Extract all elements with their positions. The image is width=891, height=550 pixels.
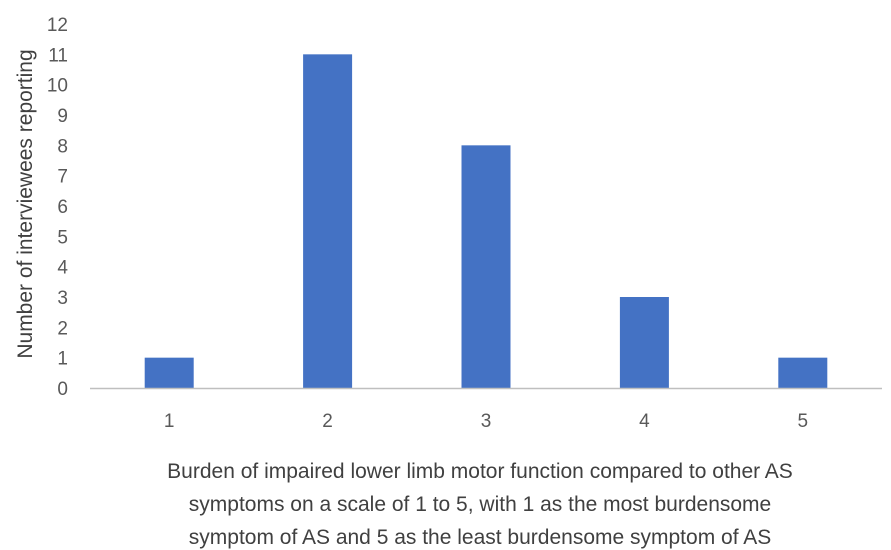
bar bbox=[619, 297, 669, 388]
y-tick-label: 5 bbox=[57, 227, 68, 248]
y-tick-label: 1 bbox=[57, 349, 68, 370]
bar bbox=[144, 357, 194, 388]
y-tick-label: 6 bbox=[57, 197, 68, 218]
y-axis-title: Number of interviewees reporting bbox=[14, 49, 37, 358]
x-axis-ticks: 1 2 3 4 5 bbox=[164, 411, 808, 432]
x-tick-label: 2 bbox=[322, 411, 333, 432]
x-tick-label: 1 bbox=[164, 411, 175, 432]
bars bbox=[144, 54, 828, 388]
bar bbox=[778, 357, 828, 388]
x-tick-label: 3 bbox=[481, 411, 492, 432]
y-tick-label: 7 bbox=[57, 167, 68, 188]
y-tick-label: 3 bbox=[57, 288, 68, 309]
y-tick-label: 10 bbox=[47, 76, 68, 97]
y-tick-label: 0 bbox=[57, 379, 68, 400]
x-axis-title: Burden of impaired lower limb motor func… bbox=[167, 460, 793, 549]
y-tick-label: 4 bbox=[57, 258, 68, 279]
y-tick-label: 12 bbox=[47, 15, 68, 36]
y-tick-label: 9 bbox=[57, 106, 68, 127]
x-axis-title-line: Burden of impaired lower limb motor func… bbox=[167, 460, 793, 483]
bar bbox=[303, 54, 353, 388]
x-axis-title-line: symptom of AS and 5 as the least burdens… bbox=[189, 526, 771, 549]
y-tick-label: 2 bbox=[57, 318, 68, 339]
bar bbox=[461, 145, 511, 388]
y-tick-label: 8 bbox=[57, 136, 68, 157]
x-tick-label: 5 bbox=[798, 411, 809, 432]
x-tick-label: 4 bbox=[639, 411, 650, 432]
x-axis-title-line: symptoms on a scale of 1 to 5, with 1 as… bbox=[189, 493, 771, 516]
y-tick-label: 11 bbox=[48, 45, 68, 66]
